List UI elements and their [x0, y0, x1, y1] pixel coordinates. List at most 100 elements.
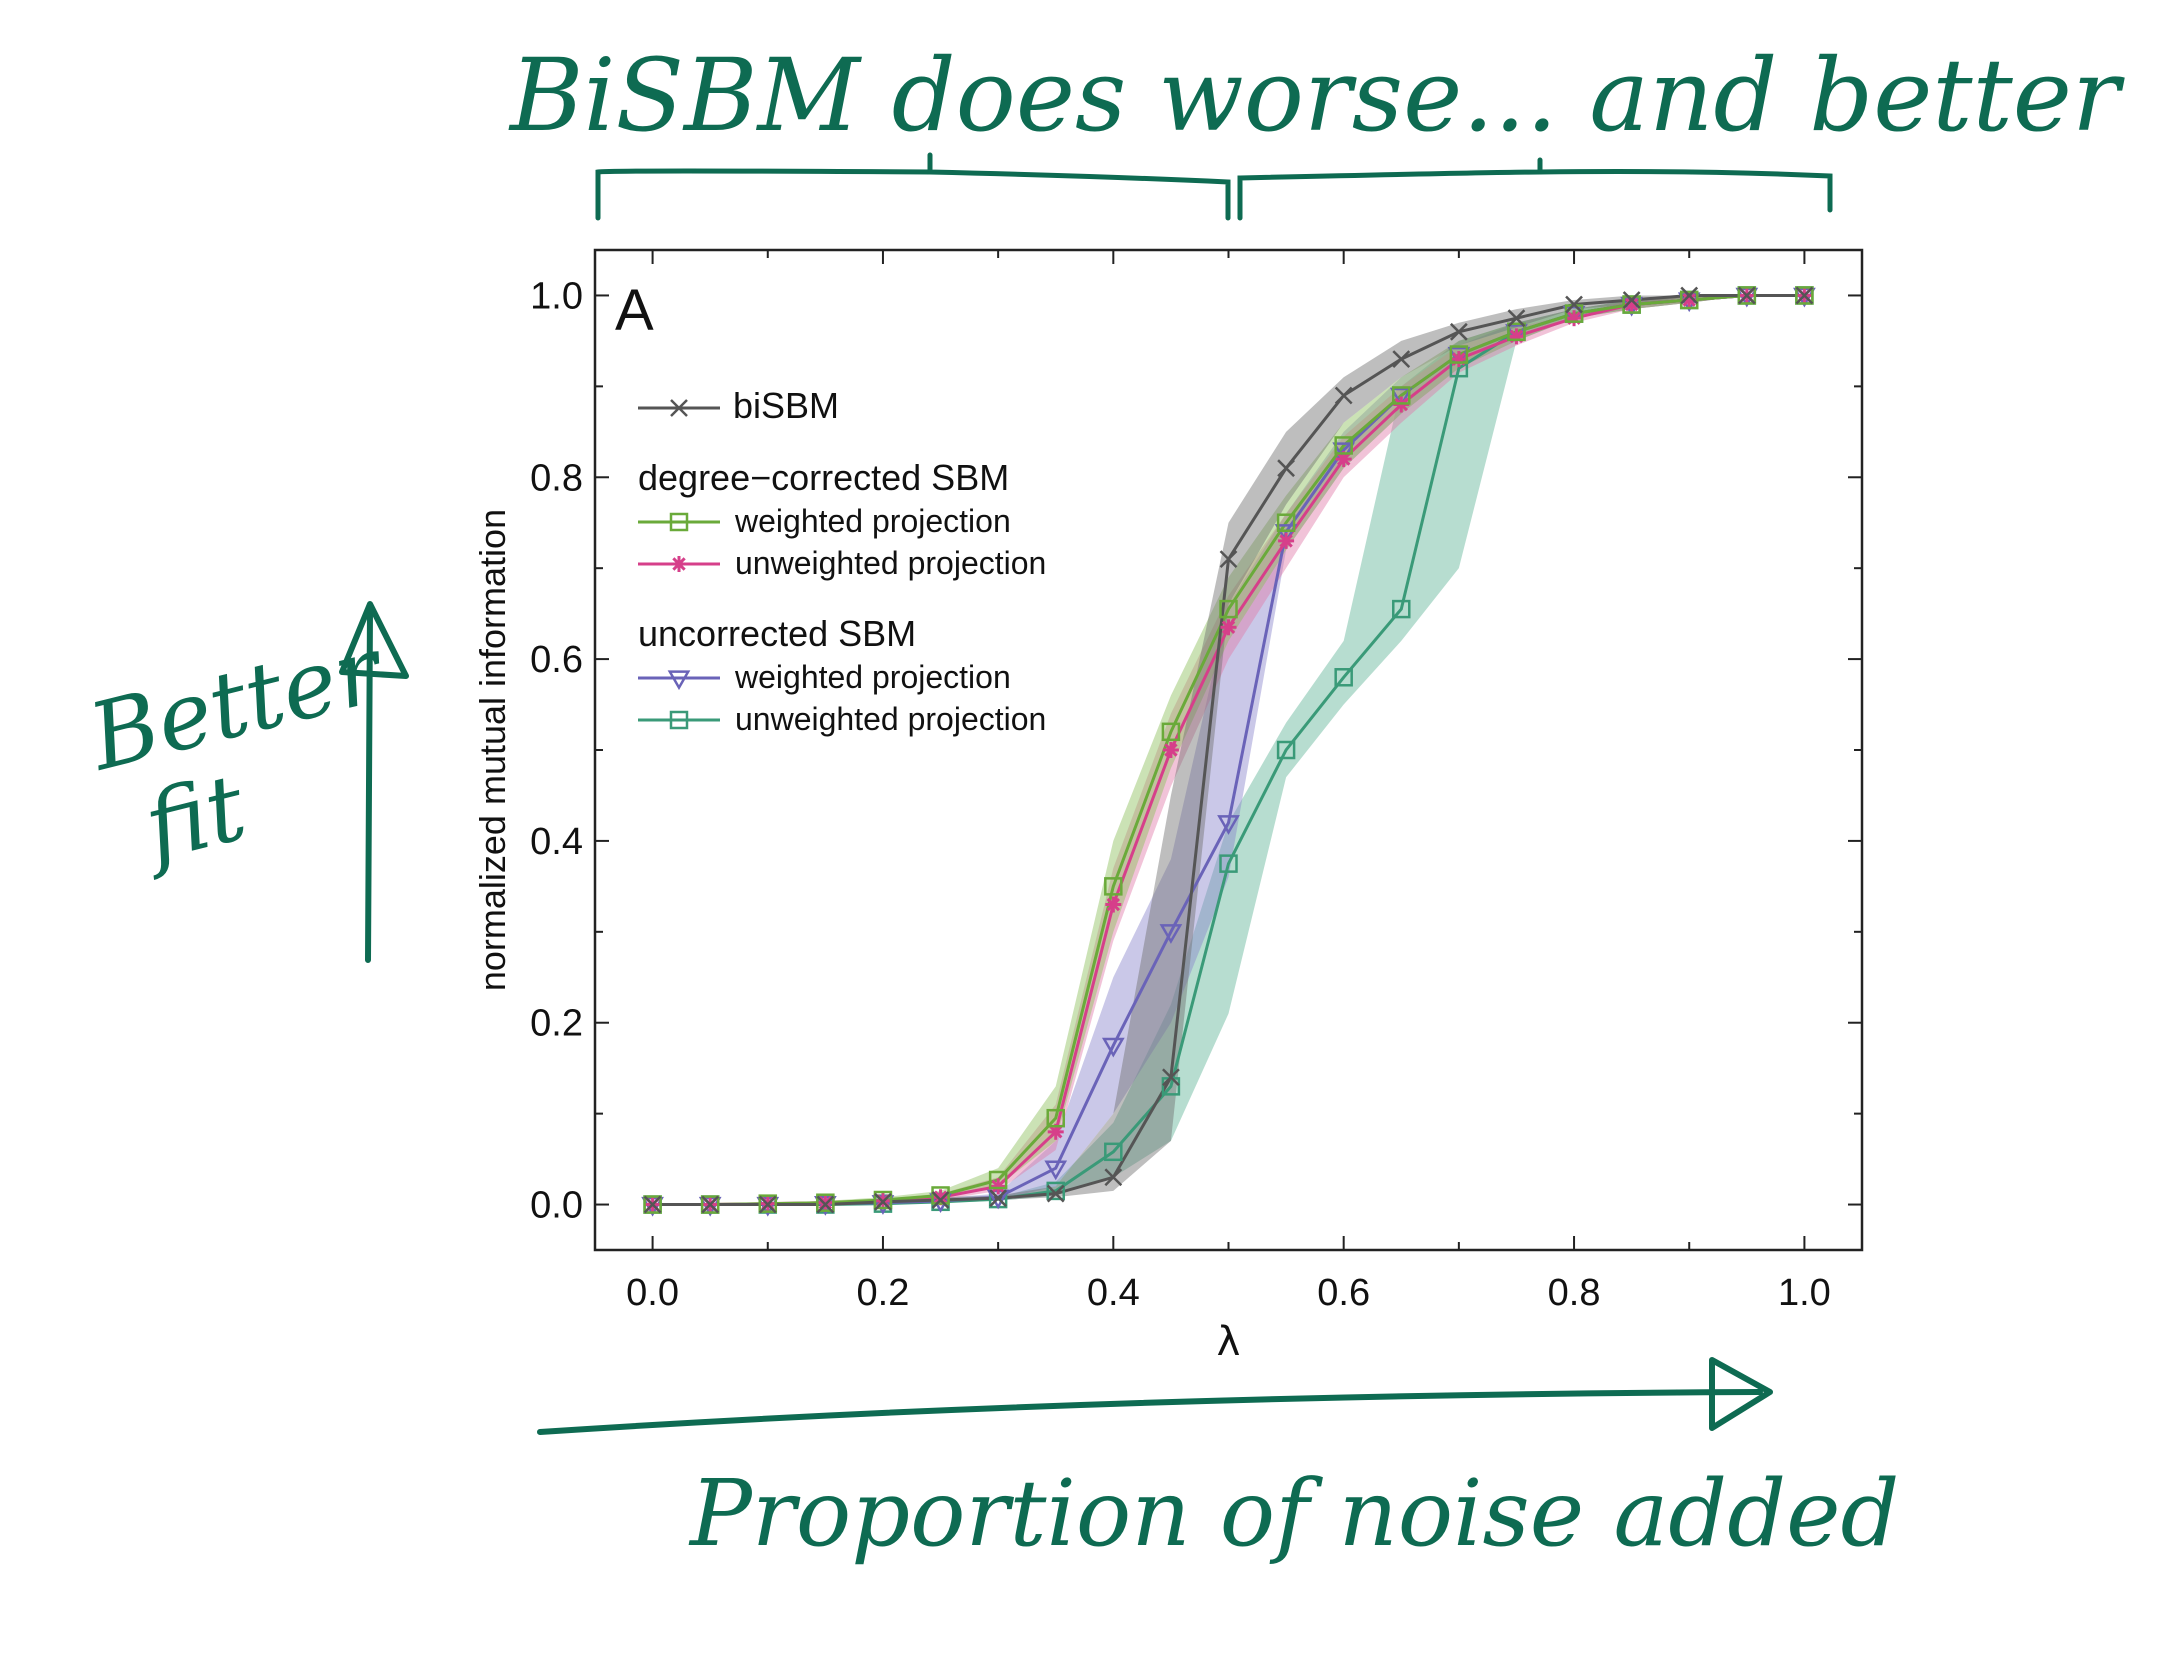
point-series-3: [1274, 524, 1298, 544]
point-series-0: [816, 1195, 835, 1214]
point-series-3: [1217, 815, 1240, 835]
legend-marker: [670, 399, 688, 417]
point-series-3: [1159, 924, 1183, 944]
line-series-1: [652, 293, 1805, 1207]
series-lines: [652, 293, 1805, 1207]
point-series-2: [990, 1178, 1007, 1195]
y-tick-label: 0.8: [530, 457, 583, 499]
point-series-0: [989, 1189, 1008, 1208]
legend-group-title: uncorrected SBM: [638, 613, 916, 654]
point-series-2: [1220, 619, 1237, 636]
x-tick-label: 0.6: [1317, 1272, 1370, 1314]
point-series-0: [1334, 386, 1353, 405]
point-series-0: [1392, 350, 1411, 368]
plot-area: [641, 286, 1816, 1217]
y-tick-label: 0.2: [530, 1003, 583, 1045]
legend-marker: [669, 710, 689, 730]
point-series-0: [1104, 1168, 1123, 1187]
point-series-2: [1508, 328, 1525, 345]
point-series-1: [1795, 286, 1814, 305]
y-tick-label: 0.0: [530, 1185, 583, 1227]
point-series-1: [1334, 436, 1353, 455]
legend-marker: [667, 670, 691, 691]
x-tick-label: 1.0: [1778, 1272, 1831, 1314]
x-tick-label: 0.8: [1548, 1272, 1601, 1314]
point-series-2: [1335, 451, 1352, 468]
legend-entry-label: weighted projection: [734, 503, 1011, 539]
point-series-1: [873, 1190, 893, 1210]
point-series-0: [874, 1192, 892, 1211]
point-series-3: [1332, 442, 1356, 463]
legend-group-title: degree−corrected SBM: [638, 457, 1009, 498]
top-annotation: BiSBM does worse... and better: [508, 37, 2125, 154]
y-tick-label: 0.4: [530, 821, 583, 863]
right-arrow-icon: [537, 1357, 1773, 1435]
point-series-1: [1622, 295, 1641, 314]
point-series-0: [1046, 1184, 1065, 1203]
legend-marker: [669, 512, 689, 532]
point-series-0: [1565, 295, 1583, 314]
point-series-0: [1219, 550, 1238, 568]
point-series-0: [1449, 322, 1468, 341]
point-series-1: [643, 1195, 662, 1214]
point-series-1: [1104, 877, 1123, 896]
point-series-1: [1679, 290, 1699, 310]
top-bracket-right: [1237, 157, 1833, 221]
x-tick-label: 0.4: [1087, 1272, 1140, 1314]
legend-entry-label: unweighted projection: [735, 545, 1046, 581]
point-series-3: [1101, 1037, 1125, 1058]
point-series-0: [931, 1191, 950, 1209]
point-series-0: [1795, 286, 1814, 305]
point-series-0: [758, 1195, 777, 1214]
point-series-3: [1389, 387, 1413, 408]
point-series-1: [1219, 599, 1238, 619]
top-bracket-left: [595, 152, 1231, 221]
point-series-1: [1046, 1108, 1065, 1128]
axis-ticks: 0.0 0.2 0.4 0.6 0.8 1.0 0.0 0.2 0.4 0.6 0.8 1.0: [530, 250, 1862, 1314]
point-series-4: [1334, 668, 1353, 687]
point-series-2: [1105, 896, 1122, 913]
point-series-4: [1276, 740, 1296, 760]
point-series-4: [1046, 1181, 1065, 1201]
point-series-4: [1219, 854, 1238, 873]
point-series-2: [817, 1194, 834, 1211]
x-tick-label: 0.0: [626, 1272, 679, 1314]
point-series-2: [1278, 532, 1295, 549]
point-series-2: [1450, 351, 1467, 368]
point-series-1: [816, 1193, 835, 1212]
point-series-0: [1622, 291, 1641, 309]
point-series-2: [1566, 310, 1583, 327]
point-series-3: [1044, 1160, 1068, 1181]
panel-label: A: [615, 278, 654, 343]
band-series-3: [652, 295, 1805, 1205]
point-series-0: [1277, 459, 1295, 478]
left-annotation-line1: Better: [77, 615, 395, 792]
point-series-2: [1162, 742, 1179, 758]
x-tick-label: 0.2: [857, 1272, 910, 1314]
series-markers: [641, 286, 1816, 1217]
confidence-bands: [652, 295, 1805, 1205]
y-axis-label: normalized mutual information: [472, 509, 513, 991]
point-series-4: [1104, 1142, 1123, 1162]
legend: biSBM degree−corrected SBM weighted projec…: [638, 385, 1046, 737]
point-series-0: [1507, 309, 1526, 328]
point-series-1: [758, 1194, 778, 1213]
point-series-0: [643, 1195, 662, 1214]
x-axis-label: λ: [1217, 1319, 1241, 1365]
point-series-1: [988, 1170, 1008, 1190]
point-series-1: [1276, 513, 1296, 532]
point-series-0: [1680, 286, 1699, 305]
point-series-0: [1162, 1068, 1180, 1087]
point-series-1: [1737, 286, 1757, 305]
point-series-1: [931, 1186, 950, 1205]
point-series-1: [1449, 345, 1469, 364]
y-tick-label: 0.6: [530, 639, 583, 681]
y-tick-label: 1.0: [530, 275, 583, 317]
point-series-1: [1161, 722, 1181, 742]
point-series-1: [700, 1195, 720, 1214]
legend-entry-label: weighted projection: [734, 659, 1011, 695]
legend-entry-label: unweighted projection: [735, 701, 1046, 737]
bottom-annotation: Proportion of noise added: [688, 1460, 1899, 1567]
point-series-1: [1507, 322, 1526, 342]
